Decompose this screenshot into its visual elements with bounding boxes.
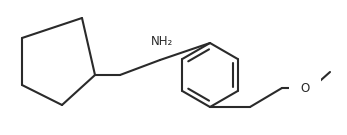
- Text: O: O: [301, 82, 310, 94]
- Text: NH₂: NH₂: [151, 35, 173, 48]
